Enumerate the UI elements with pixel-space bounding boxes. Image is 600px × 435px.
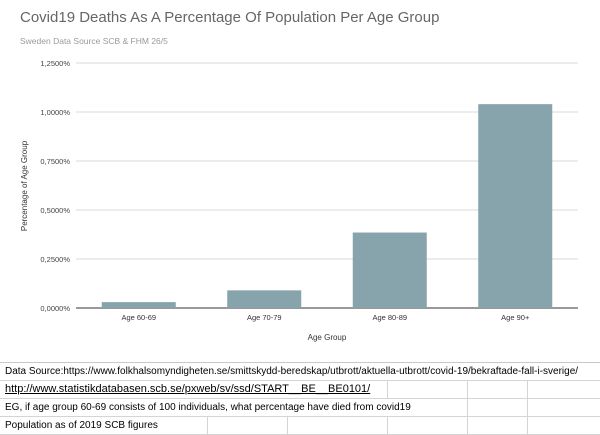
example-text: EG, if age group 60-69 consists of 100 i… — [5, 402, 411, 413]
y-tick-label: 1,2500% — [40, 59, 70, 68]
bar-age-90 — [478, 104, 553, 308]
cell-divider — [207, 417, 208, 434]
chart-title: Covid19 Deaths As A Percentage Of Popula… — [20, 9, 440, 26]
x-tick-label: Age 70-79 — [247, 313, 282, 322]
sheet-row-population-note[interactable]: Population as of 2019 SCB figures — [0, 417, 600, 435]
sheet-row-scb-link[interactable]: http://www.statistikdatabasen.scb.se/pxw… — [0, 381, 600, 399]
x-tick-labels: Age 60-69 Age 70-79 Age 80-89 Age 90+ — [121, 313, 530, 322]
cell-divider — [527, 381, 528, 398]
cell-divider — [287, 417, 288, 434]
y-tick-labels: 0,0000% 0,2500% 0,5000% 0,7500% 1,0000% 1,250… — [40, 59, 70, 313]
y-axis-label: Percentage of Age Group — [20, 140, 29, 231]
sheet-row-data-source[interactable]: Data Source:https://www.folkhalsomyndigh… — [0, 363, 600, 381]
data-source-text: Data Source:https://www.folkhalsomyndigh… — [5, 366, 579, 377]
sheet-row-example[interactable]: EG, if age group 60-69 consists of 100 i… — [0, 399, 600, 417]
y-tick-label: 0,5000% — [40, 206, 70, 215]
spreadsheet-rows: Data Source:https://www.folkhalsomyndigh… — [0, 362, 600, 435]
scb-link[interactable]: http://www.statistikdatabasen.scb.se/pxw… — [5, 383, 371, 395]
bar-age-80-89 — [352, 232, 427, 308]
chart-subtitle: Sweden Data Source SCB & FHM 26/5 — [20, 36, 168, 46]
cell-divider — [527, 399, 528, 416]
cell-divider — [467, 417, 468, 434]
bar-chart: 0,0000% 0,2500% 0,5000% 0,7500% 1,0000% 1,250… — [20, 59, 578, 342]
y-tick-label: 1,0000% — [40, 108, 70, 117]
population-note-text: Population as of 2019 SCB figures — [5, 420, 158, 431]
cell-divider — [387, 381, 388, 398]
chart-card: Covid19 Deaths As A Percentage Of Popula… — [20, 9, 578, 342]
x-axis-label: Age Group — [308, 333, 347, 342]
bars — [101, 104, 553, 308]
bar-age-70-79 — [227, 290, 302, 308]
y-tick-label: 0,7500% — [40, 157, 70, 166]
y-tick-label: 0,2500% — [40, 255, 70, 264]
x-tick-label: Age 80-89 — [372, 313, 407, 322]
y-tick-label: 0,0000% — [40, 304, 70, 313]
cell-divider — [467, 381, 468, 398]
cell-divider — [387, 417, 388, 434]
x-tick-label: Age 90+ — [501, 313, 530, 322]
bar-age-60-69 — [101, 302, 176, 308]
cell-divider — [527, 417, 528, 434]
x-tick-label: Age 60-69 — [121, 313, 156, 322]
cell-divider — [467, 399, 468, 416]
